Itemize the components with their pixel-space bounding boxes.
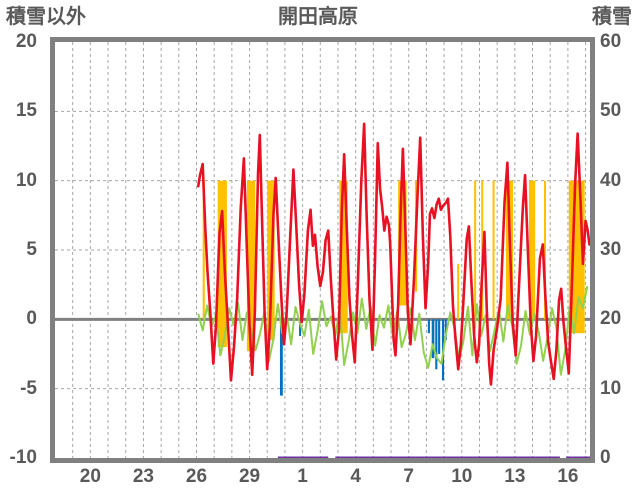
- x-axis-tick: 10: [451, 466, 473, 487]
- x-axis-tick: 13: [504, 466, 526, 487]
- blue-bars-bar: [427, 319, 430, 334]
- y-right-tick: 30: [600, 239, 622, 260]
- blue-bars-bar: [299, 319, 302, 336]
- y-left-tick: -10: [9, 447, 37, 468]
- x-axis-tick: 29: [238, 466, 261, 487]
- amber-bars-bar: [544, 180, 547, 320]
- blue-bars-bar: [444, 319, 447, 341]
- y-right-tick: 20: [600, 308, 622, 330]
- red-line: [196, 122, 591, 386]
- blue-bars-bar: [279, 319, 283, 396]
- x-axis-tick: 1: [297, 466, 308, 487]
- amber-bars-bar: [528, 180, 536, 320]
- x-axis-tick: 16: [557, 466, 579, 487]
- amber-bars-bar: [492, 180, 495, 320]
- amber-bars-bar: [474, 180, 477, 327]
- blue-bars-bar: [435, 319, 438, 370]
- y-right-tick: 10: [600, 377, 622, 399]
- x-axis-tick: 20: [79, 466, 101, 487]
- right-axis-title: 積雪: [592, 6, 632, 28]
- amber-bars-bar: [217, 180, 227, 348]
- amber-bars-bar: [339, 180, 348, 334]
- y-left-tick: -5: [20, 377, 37, 399]
- chart-title: 開田高原: [278, 6, 358, 28]
- y-right-tick: 50: [600, 100, 622, 122]
- left-axis-title: 積雪以外: [6, 6, 86, 28]
- y-left-tick: 10: [15, 169, 37, 191]
- amber-bars-bar: [457, 263, 460, 320]
- y-right-tick: 40: [600, 169, 622, 191]
- y-left-tick: 5: [26, 239, 37, 260]
- x-axis-tick: 26: [185, 466, 208, 487]
- x-axis-tick: 23: [132, 466, 154, 487]
- y-left-tick: 0: [26, 308, 37, 330]
- amber-bars-bar: [202, 180, 205, 320]
- x-axis-tick: 4: [350, 466, 361, 487]
- blue-bars-bar: [438, 319, 441, 354]
- y-left-tick: 20: [15, 31, 37, 52]
- plot-border: [50, 37, 595, 463]
- blue-bars-bar: [431, 319, 435, 359]
- y-left-tick: 15: [15, 100, 37, 122]
- y-right-tick: 0: [600, 447, 611, 468]
- amber-bars-bar: [246, 180, 256, 352]
- x-axis-tick: 7: [403, 466, 414, 487]
- y-right-tick: 60: [600, 31, 622, 52]
- amber-bars-bar: [398, 180, 407, 306]
